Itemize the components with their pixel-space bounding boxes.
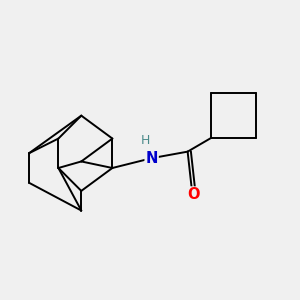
Text: O: O — [187, 187, 200, 202]
Text: N: N — [146, 151, 158, 166]
Text: H: H — [141, 134, 150, 147]
